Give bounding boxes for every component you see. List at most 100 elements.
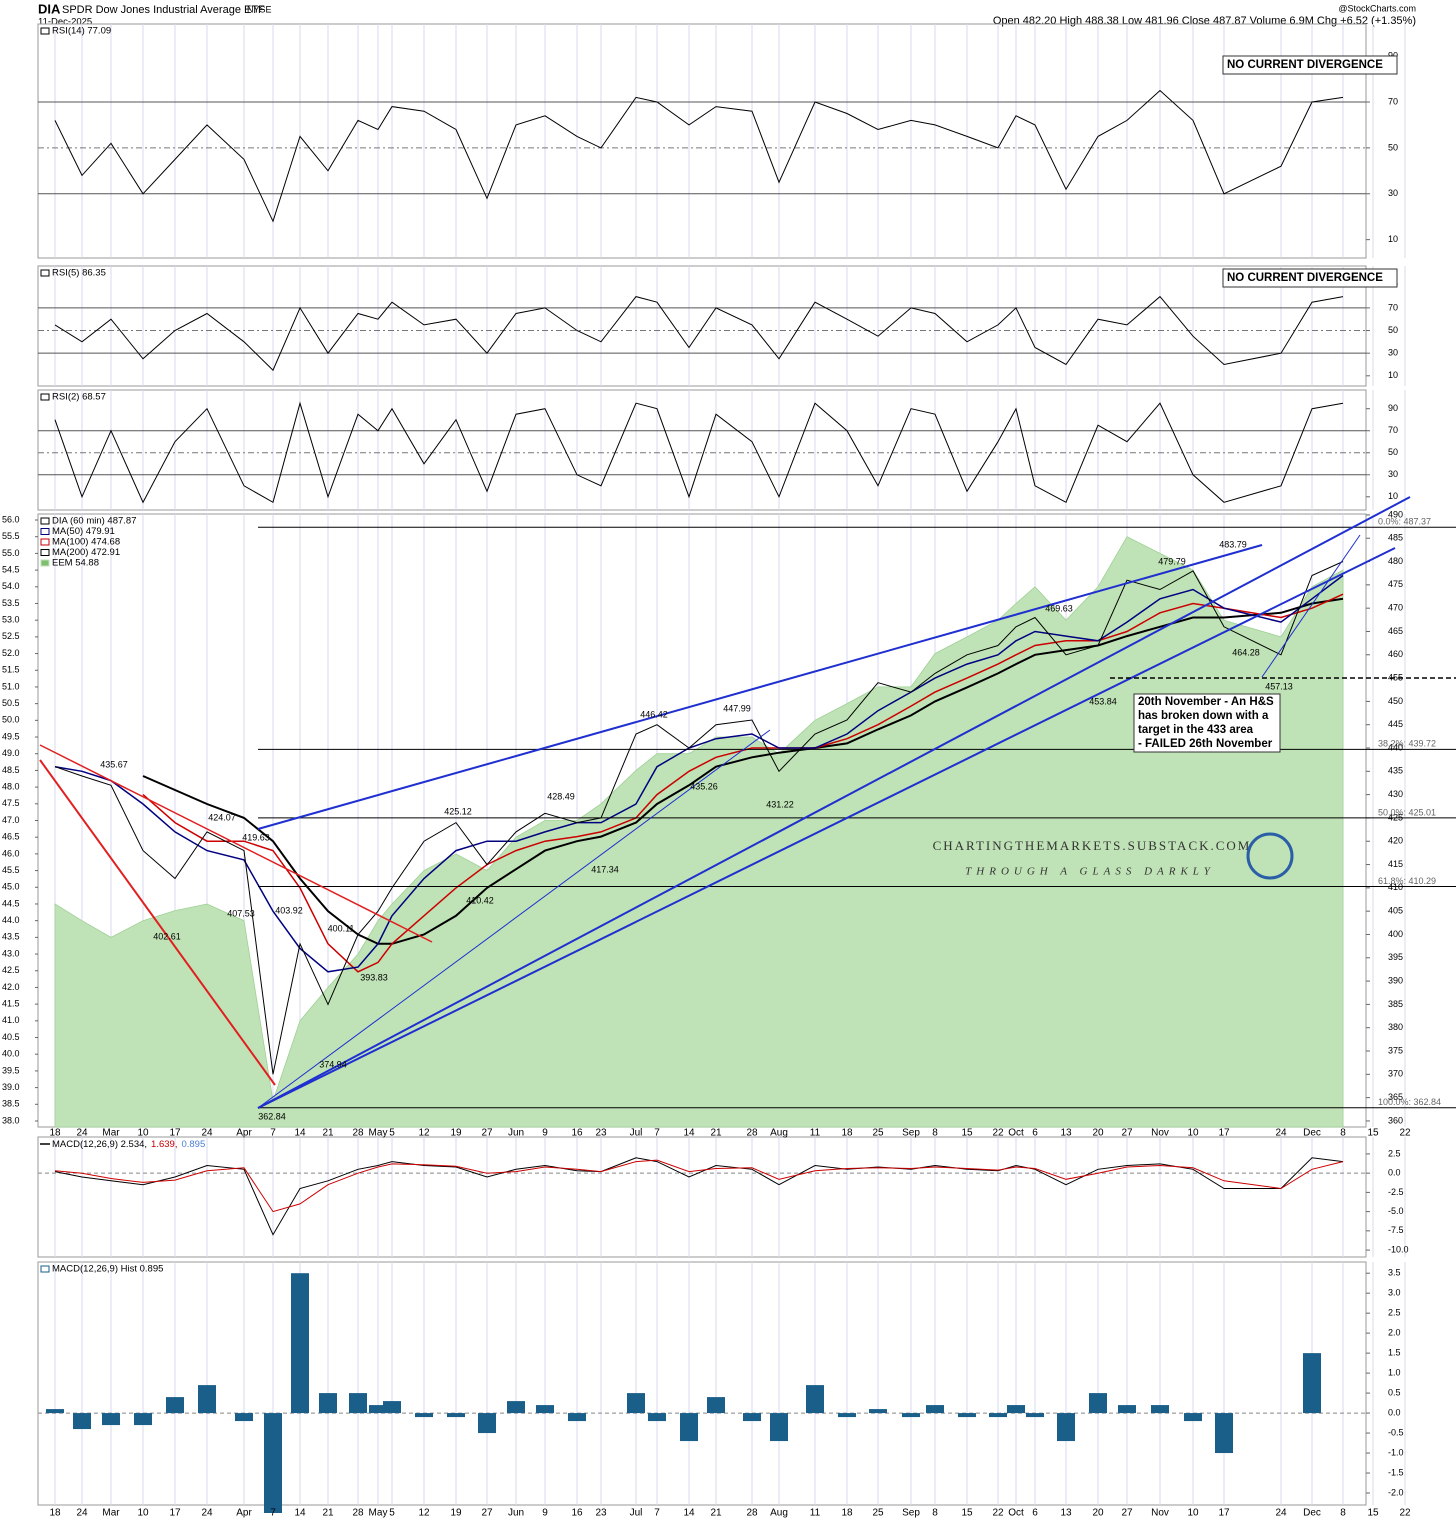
x-tick-label: Jun (508, 1508, 524, 1519)
y-tick-label: 490 (1388, 509, 1403, 519)
y2-tick-label: 51.0 (2, 681, 20, 691)
x-tick-label: 21 (322, 1508, 334, 1519)
y2-tick-label: 49.0 (2, 748, 20, 758)
x-tick-label: Jun (508, 1128, 524, 1139)
y-tick-label: 90 (1388, 403, 1398, 413)
x-tick-label: 10 (137, 1128, 149, 1139)
legend-icon (40, 559, 50, 567)
y2-tick-label: 42.5 (2, 965, 20, 975)
bar (1151, 1405, 1169, 1414)
x-tick-label: 14 (294, 1508, 306, 1519)
panel-frame (37, 23, 1367, 259)
x-tick-label: Aug (770, 1508, 788, 1519)
y-tick-label: 415 (1388, 859, 1403, 869)
bar (319, 1393, 337, 1414)
x-tick-label: Jul (630, 1128, 643, 1139)
fib-label: 100.0%: 362.84 (1378, 1097, 1441, 1107)
legend-entry: 1.639, (151, 1139, 177, 1150)
y2-tick-label: 49.5 (2, 731, 20, 741)
callout-line: 20th November - An H&S (1138, 696, 1274, 708)
x-tick-label: 24 (1275, 1508, 1287, 1519)
x-tick-label: 8 (1340, 1508, 1346, 1519)
y-tick-label: -10.0 (1388, 1244, 1409, 1254)
price-annotation: 483.79 (1219, 539, 1247, 549)
callout-line: has broken down with a (1138, 710, 1269, 722)
bar (806, 1385, 824, 1414)
x-tick-label: Jul (630, 1508, 643, 1519)
y-tick-label: -1.0 (1388, 1447, 1404, 1457)
y-tick-label: 360 (1388, 1115, 1403, 1125)
area (54, 536, 1344, 1128)
y2-tick-label: 48.0 (2, 781, 20, 791)
series-line (142, 597, 1344, 945)
x-tick-label: 27 (481, 1128, 493, 1139)
y-tick-label: -2.0 (1388, 1487, 1404, 1497)
y2-tick-label: 38.0 (2, 1115, 20, 1125)
x-tick-label: 24 (76, 1128, 88, 1139)
x-tick-label: 23 (595, 1128, 607, 1139)
bar (958, 1413, 976, 1418)
y-tick-label: 50 (1388, 142, 1398, 152)
legend-icon (40, 269, 50, 277)
y2-tick-label: 52.0 (2, 648, 20, 658)
x-tick-label: 8 (932, 1128, 938, 1139)
bar (680, 1413, 698, 1442)
x-tick-label: Dec (1303, 1508, 1321, 1519)
x-tick-label: 15 (961, 1508, 973, 1519)
quote: Open 482.20 High 488.38 Low 481.96 Close… (993, 15, 1416, 27)
callout-box (1133, 693, 1281, 753)
bar (1089, 1393, 1107, 1414)
trendline (1261, 534, 1361, 678)
legend-icon (40, 549, 50, 556)
bar (926, 1405, 944, 1414)
x-tick-label: 24 (201, 1508, 213, 1519)
bar (770, 1413, 788, 1442)
x-tick-label: 17 (1218, 1508, 1230, 1519)
series-line (54, 574, 1344, 973)
x-tick-label: 19 (450, 1128, 462, 1139)
x-tick-label: 19 (450, 1508, 462, 1519)
bar (478, 1413, 496, 1434)
x-tick-label: Dec (1303, 1128, 1321, 1139)
y-tick-label: 395 (1388, 952, 1403, 962)
legend-icon (40, 1265, 50, 1273)
bar (707, 1397, 725, 1414)
legend-entry: EEM 54.88 (52, 558, 99, 569)
price-annotation: 457.13 (1265, 681, 1293, 691)
price-annotation: 428.49 (547, 791, 575, 801)
y-tick-label: 1.0 (1388, 1367, 1401, 1377)
panel-frame (37, 389, 1367, 511)
y-tick-label: 3.5 (1388, 1268, 1401, 1278)
x-tick-label: 15 (1367, 1508, 1379, 1519)
symbol: DIA (38, 1, 61, 16)
bar (383, 1401, 401, 1414)
y-tick-label: -5.0 (1388, 1206, 1404, 1216)
bar (568, 1413, 586, 1422)
y-tick-label: 10 (1388, 370, 1398, 380)
x-tick-label: 21 (710, 1128, 722, 1139)
bar (1184, 1413, 1202, 1422)
y2-tick-label: 46.5 (2, 832, 20, 842)
price-annotation: 431.22 (766, 799, 794, 809)
date: 11-Dec-2025 (38, 17, 92, 28)
y2-tick-label: 38.5 (2, 1099, 20, 1109)
exchange: NYSE (247, 4, 272, 14)
y-tick-label: 0.0 (1388, 1407, 1401, 1417)
y2-tick-label: 56.0 (2, 514, 20, 524)
y-tick-label: 50 (1388, 447, 1398, 457)
x-tick-label: 8 (1340, 1128, 1346, 1139)
y-tick-label: 485 (1388, 533, 1403, 543)
x-tick-label: Apr (236, 1128, 252, 1139)
price-annotation: 410.42 (466, 895, 494, 905)
y-tick-label: 420 (1388, 836, 1403, 846)
fib-label: 61.8%: 410.29 (1378, 876, 1436, 886)
series-line (54, 1157, 1344, 1236)
bar (46, 1409, 64, 1414)
y-tick-label: 410 (1388, 882, 1403, 892)
bar (507, 1401, 525, 1414)
x-tick-label: 22 (1399, 1128, 1411, 1139)
bar (369, 1405, 387, 1414)
x-tick-label: 28 (352, 1508, 364, 1519)
bar (102, 1413, 120, 1426)
